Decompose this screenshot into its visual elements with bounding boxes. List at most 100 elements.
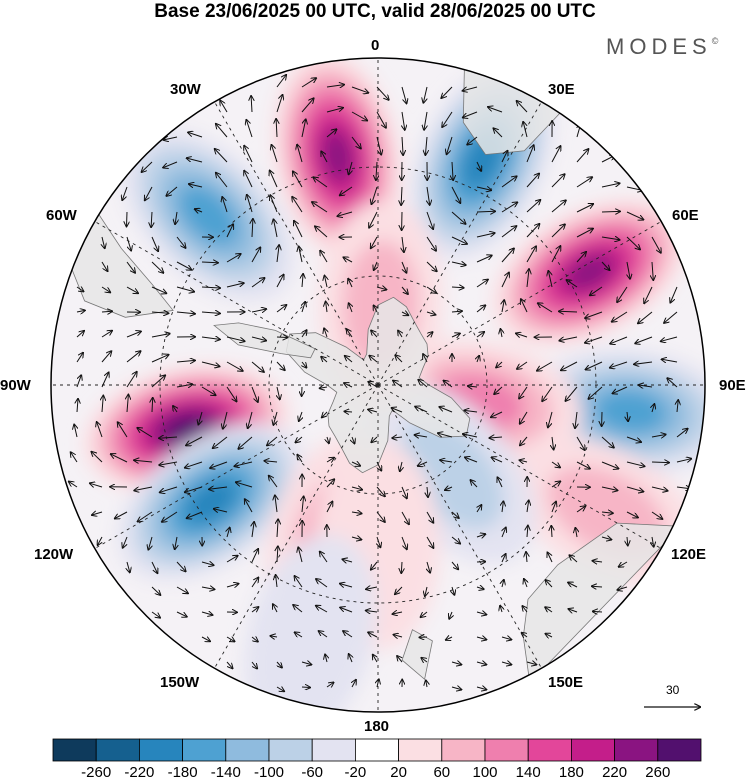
wind-vector [101,351,111,363]
wind-vector [71,452,78,463]
wind-vector [369,356,378,363]
wind-vector [501,226,516,238]
wind-vector [101,286,110,292]
wind-vector [123,536,128,548]
meridian-line [377,384,662,549]
wind-vector [465,457,478,463]
wind-vector [148,536,152,550]
lon-label-60e: 60E [672,207,699,224]
wind-vector [201,361,220,366]
wind-vector [501,151,508,163]
wind-vector [526,200,540,213]
wind-vector [201,637,210,641]
wind-vector [548,553,553,563]
wind-vector [569,609,578,612]
wind-vector [371,561,378,570]
wind-vector [226,254,241,263]
wind-vector [301,78,316,88]
wind-vector [520,460,528,462]
wind-vector [488,107,503,113]
wind-vector [176,286,194,292]
wind-vector [401,486,407,498]
anomaly-contour [184,479,238,525]
wind-vector [164,137,178,140]
wind-vector [477,161,481,171]
wind-vector [276,337,287,338]
wind-vector [127,561,130,572]
wind-vector [198,411,202,424]
wind-vector [151,586,160,595]
wind-vector [252,522,254,538]
colorbar-tick-label: -100 [253,764,285,781]
wind-vectors [69,75,691,691]
wind-vector [320,387,328,388]
wind-vector [226,224,233,238]
wind-vector [476,662,486,665]
wind-vector [69,482,78,488]
wind-vector [627,411,628,421]
wind-vector [76,353,83,363]
wind-vector [576,229,593,238]
wind-vector [344,257,353,263]
wind-vector [490,437,503,438]
wind-vector [277,245,279,263]
colorbar-swatch [657,738,702,762]
wind-vector [427,186,430,205]
wind-vector [326,302,327,313]
wind-vector [376,287,386,290]
wind-vector [173,406,177,413]
wind-vector [496,361,503,367]
wind-vector [340,186,353,195]
wind-vector [520,411,528,424]
wind-vector [617,587,628,590]
wind-vector [626,511,638,518]
wind-vector [451,334,460,338]
wind-vector [601,183,620,188]
wind-vector [189,184,203,187]
wind-vector [226,661,233,668]
wind-vector [423,86,428,103]
wind-vector [638,311,653,323]
wind-vector [451,536,460,544]
modes-logo: MODES© [606,34,719,59]
wind-vector [501,662,511,665]
wind-vector [519,386,528,399]
wind-vector [270,171,278,188]
wind-vector [444,381,453,388]
wind-vector [426,511,433,523]
wind-vector [476,534,485,537]
wind-vector [601,261,610,270]
wind-vector [676,429,688,438]
wind-vector [176,586,188,593]
wind-vector [426,236,436,251]
wind-vector [176,561,186,571]
wind-vector [126,331,141,338]
lon-label-180: 180 [364,718,390,735]
meridian-line [377,101,542,386]
wind-vector [115,511,128,519]
wind-vector [626,236,640,249]
wind-vector [476,211,495,212]
wind-vector [151,375,165,388]
wind-vector [576,252,586,263]
wind-vector [627,536,628,545]
wind-vector [402,236,404,252]
wind-vector [151,211,152,227]
wind-vector [270,195,278,213]
wind-vector [371,236,378,248]
lon-label-0: 0 [371,37,380,54]
colorbar-tick-label: -20 [344,764,367,781]
lon-label-150e: 150E [548,674,584,691]
wind-vector [251,361,264,372]
wind-vector [545,607,553,612]
wind-vector [301,662,311,665]
wind-vector [551,174,565,188]
wind-vector [652,536,654,547]
wind-vector [548,411,553,427]
wind-vector [451,311,462,312]
wind-vector [451,511,459,518]
wind-vector [395,586,403,594]
wind-vector [274,219,278,238]
wind-vector [377,461,381,471]
wind-vector [392,437,403,438]
